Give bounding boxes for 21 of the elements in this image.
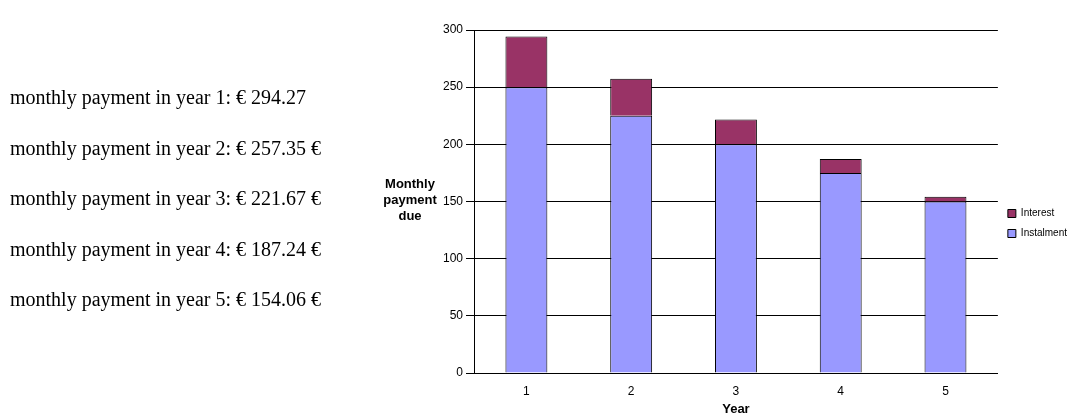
y-tick-label: 0: [456, 365, 464, 380]
text: monthly payment in year 2: € 257.35 €: [10, 135, 322, 162]
x-axis-title: Year: [722, 400, 750, 416]
x-tick-label: 1: [523, 383, 531, 398]
text: monthly payment in year 1: € 294.27: [10, 85, 308, 111]
legend-label: Interest: [1020, 207, 1055, 219]
x-tick-label: 5: [942, 383, 950, 398]
text: monthly payment in year 4: € 187.24 €: [10, 236, 322, 263]
x-tick-label: 3: [732, 383, 740, 398]
legend-label: Instalment: [1020, 227, 1068, 239]
x-tick-label: 2: [627, 383, 635, 398]
y-tick-label: 150: [442, 193, 464, 208]
y-tick-label: 300: [442, 22, 464, 37]
text: monthly payment in year 3: € 221.67 €: [10, 186, 322, 212]
y-axis-title: Monthly payment due: [383, 176, 437, 223]
y-tick-label: 100: [442, 250, 464, 265]
y-tick-label: 250: [442, 79, 464, 94]
y-tick-label: 200: [442, 136, 464, 151]
text: monthly payment in year 5: € 154.06 €: [10, 287, 322, 313]
y-tick-label: 50: [449, 308, 464, 323]
x-tick-label: 4: [837, 383, 845, 398]
